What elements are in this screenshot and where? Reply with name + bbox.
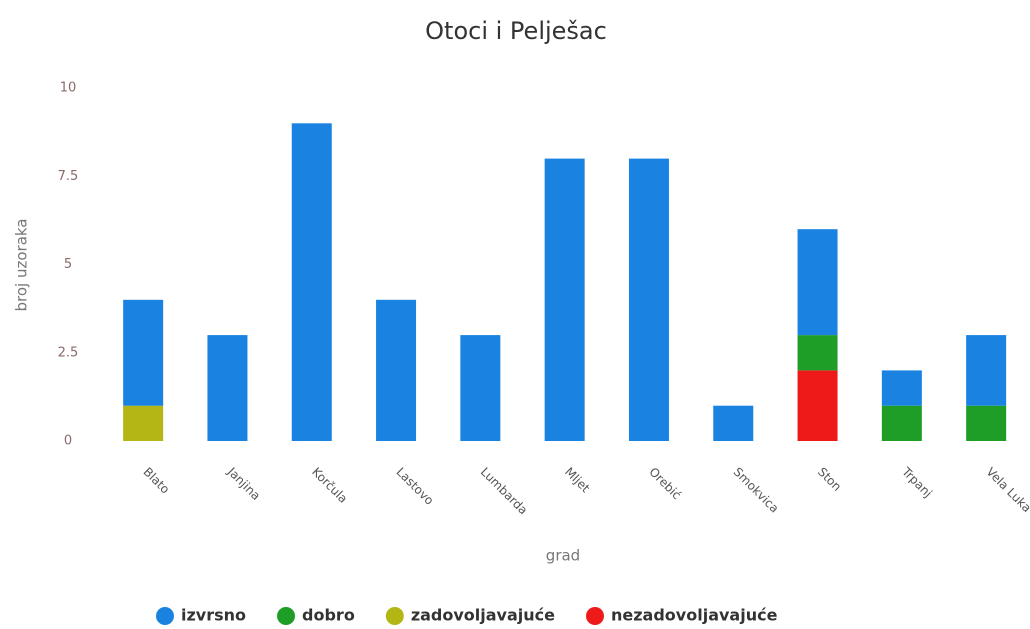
bar bbox=[207, 335, 248, 441]
x-tick-label: Lastovo bbox=[393, 465, 436, 508]
legend-label: nezadovoljavajuće bbox=[611, 606, 778, 625]
bar bbox=[628, 158, 669, 441]
x-tick-label: Orebić bbox=[646, 465, 684, 503]
y-tick-label: 10 bbox=[60, 81, 77, 96]
bar bbox=[881, 405, 922, 441]
bar bbox=[797, 335, 838, 371]
y-tick-label: 5 bbox=[64, 257, 72, 272]
y-tick-label: 2.5 bbox=[58, 345, 79, 360]
bar bbox=[460, 335, 501, 441]
bar bbox=[797, 370, 838, 441]
y-tick-label: 7.5 bbox=[58, 169, 79, 184]
bar bbox=[544, 158, 585, 441]
x-axis-label: grad bbox=[546, 547, 580, 565]
bar bbox=[881, 370, 922, 406]
legend-label: zadovoljavajuće bbox=[411, 606, 555, 625]
legend-swatch bbox=[385, 607, 404, 625]
y-tick-label: 0 bbox=[64, 434, 72, 449]
x-tick-label: Trpanj bbox=[899, 464, 935, 500]
chart-title: Otoci i Pelješac bbox=[425, 17, 607, 45]
legend-swatch bbox=[586, 607, 604, 625]
bar bbox=[966, 335, 1007, 406]
legend-label: dobro bbox=[302, 606, 355, 625]
legend-label: izvrsno bbox=[181, 606, 246, 625]
x-tick-label: Ston bbox=[815, 465, 844, 494]
x-tick-label: Vela Luka bbox=[984, 465, 1030, 515]
x-tick-label: Janjina bbox=[224, 464, 263, 503]
x-tick-label: Blato bbox=[141, 465, 173, 497]
x-tick-label: Mljet bbox=[562, 465, 593, 496]
bar bbox=[713, 405, 754, 441]
x-tick-label: Korčula bbox=[309, 465, 350, 506]
bar bbox=[291, 123, 332, 442]
bar bbox=[376, 299, 417, 441]
bar bbox=[966, 405, 1007, 441]
legend-swatch bbox=[277, 607, 296, 625]
bar bbox=[123, 299, 164, 406]
bar bbox=[123, 405, 164, 441]
x-tick-label: Lumbarda bbox=[478, 465, 531, 518]
y-axis-label: broj uzoraka bbox=[13, 218, 31, 311]
x-tick-label: Smokvica bbox=[731, 465, 782, 516]
legend-swatch bbox=[156, 607, 174, 625]
bar bbox=[797, 229, 838, 336]
